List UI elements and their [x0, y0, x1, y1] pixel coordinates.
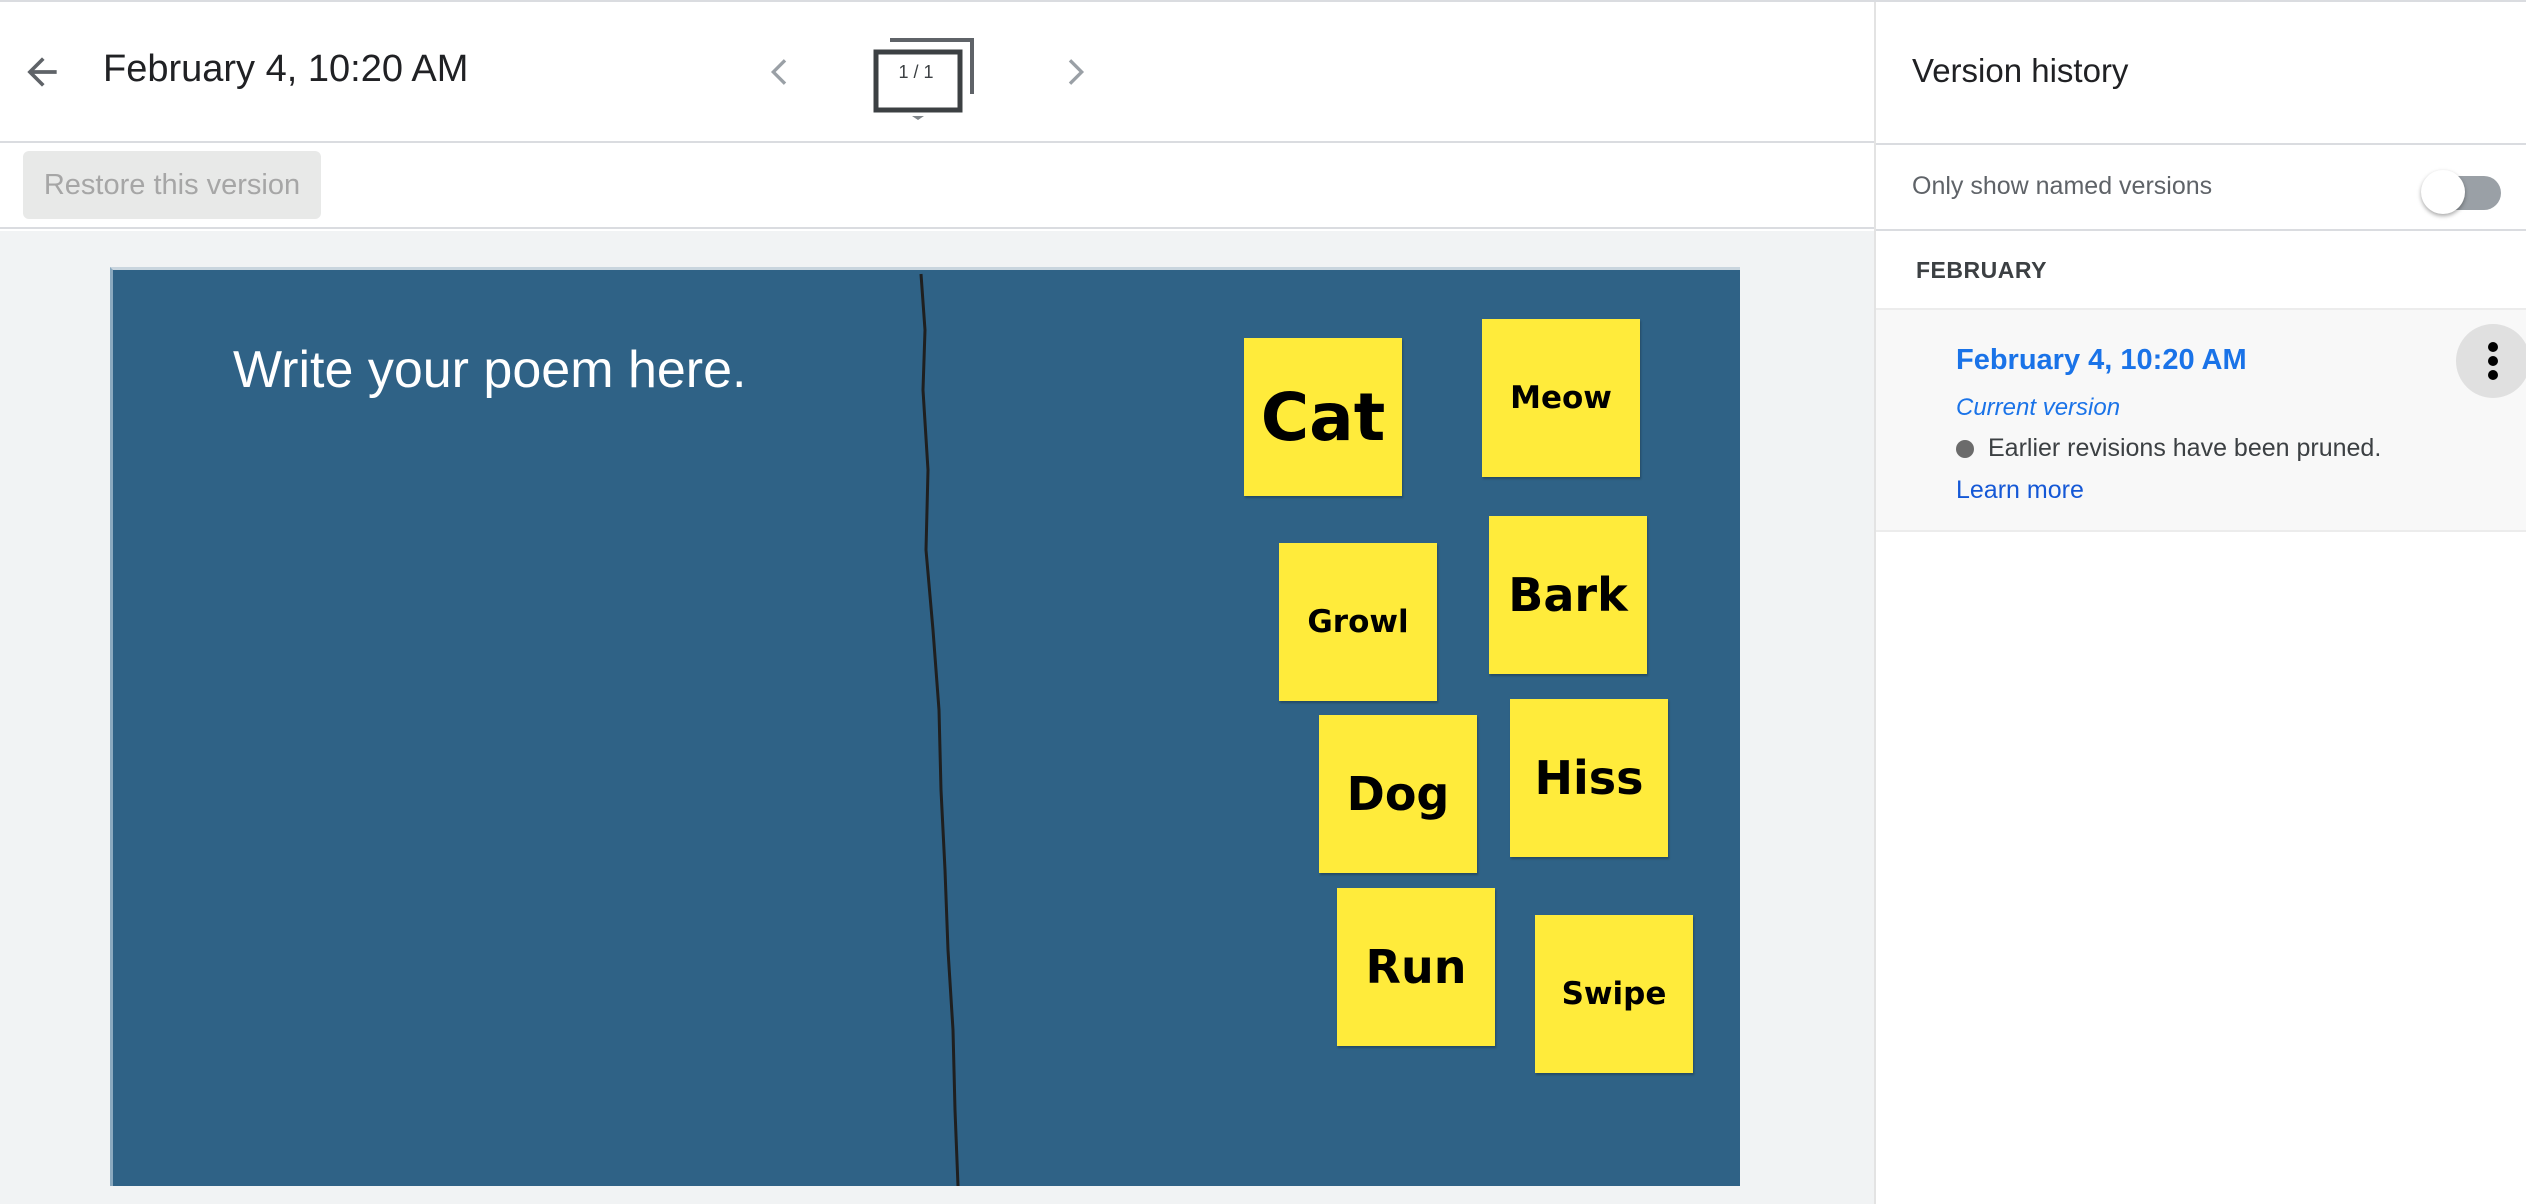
sticky-note-run[interactable]: Run [1337, 888, 1495, 1046]
sticky-note-swipe[interactable]: Swipe [1535, 915, 1693, 1073]
back-arrow-icon[interactable] [20, 50, 64, 94]
more-options-icon[interactable] [2456, 324, 2526, 398]
panel-title: Version history [1912, 52, 2129, 89]
sticky-note-hiss[interactable]: Hiss [1510, 699, 1668, 857]
divider [1876, 143, 2526, 145]
current-version-label: Current version [1956, 394, 2121, 421]
sticky-note-cat[interactable]: Cat [1244, 338, 1402, 496]
top-border [0, 0, 2526, 2]
page-title: February 4, 10:20 AM [103, 48, 469, 90]
drawn-divider-line [919, 273, 960, 1186]
version-item[interactable]: February 4, 10:20 AM Current version Ear… [1876, 308, 2526, 532]
divider [1876, 229, 2526, 231]
version-title[interactable]: February 4, 10:20 AM [1956, 344, 2247, 376]
sticky-note-dog[interactable]: Dog [1319, 715, 1477, 873]
bullet-dot-icon [1956, 440, 1974, 458]
poem-prompt-text: Write your poem here. [233, 341, 747, 399]
version-history-panel: Version history Only show named versions… [1874, 2, 2526, 1204]
named-versions-toggle[interactable] [2421, 170, 2503, 214]
learn-more-link[interactable]: Learn more [1956, 476, 2084, 504]
pruned-note: Earlier revisions have been pruned. [1988, 434, 2382, 462]
sticky-note-meow[interactable]: Meow [1482, 319, 1640, 477]
sticky-note-bark[interactable]: Bark [1489, 516, 1647, 674]
named-versions-label: Only show named versions [1912, 172, 2213, 200]
next-chevron-icon[interactable] [1055, 50, 1095, 94]
toggle-knob [2421, 170, 2465, 214]
slide: Write your poem here. Cat Meow Growl Bar… [110, 267, 1740, 1186]
restore-version-button[interactable]: Restore this version [23, 151, 321, 219]
previous-chevron-icon[interactable] [760, 50, 800, 94]
slide-counter: 1 / 1 [898, 62, 934, 82]
month-header: FEBRUARY [1916, 257, 2047, 283]
sticky-note-growl[interactable]: Growl [1279, 543, 1437, 701]
slide-selector-icon[interactable] [872, 36, 982, 120]
